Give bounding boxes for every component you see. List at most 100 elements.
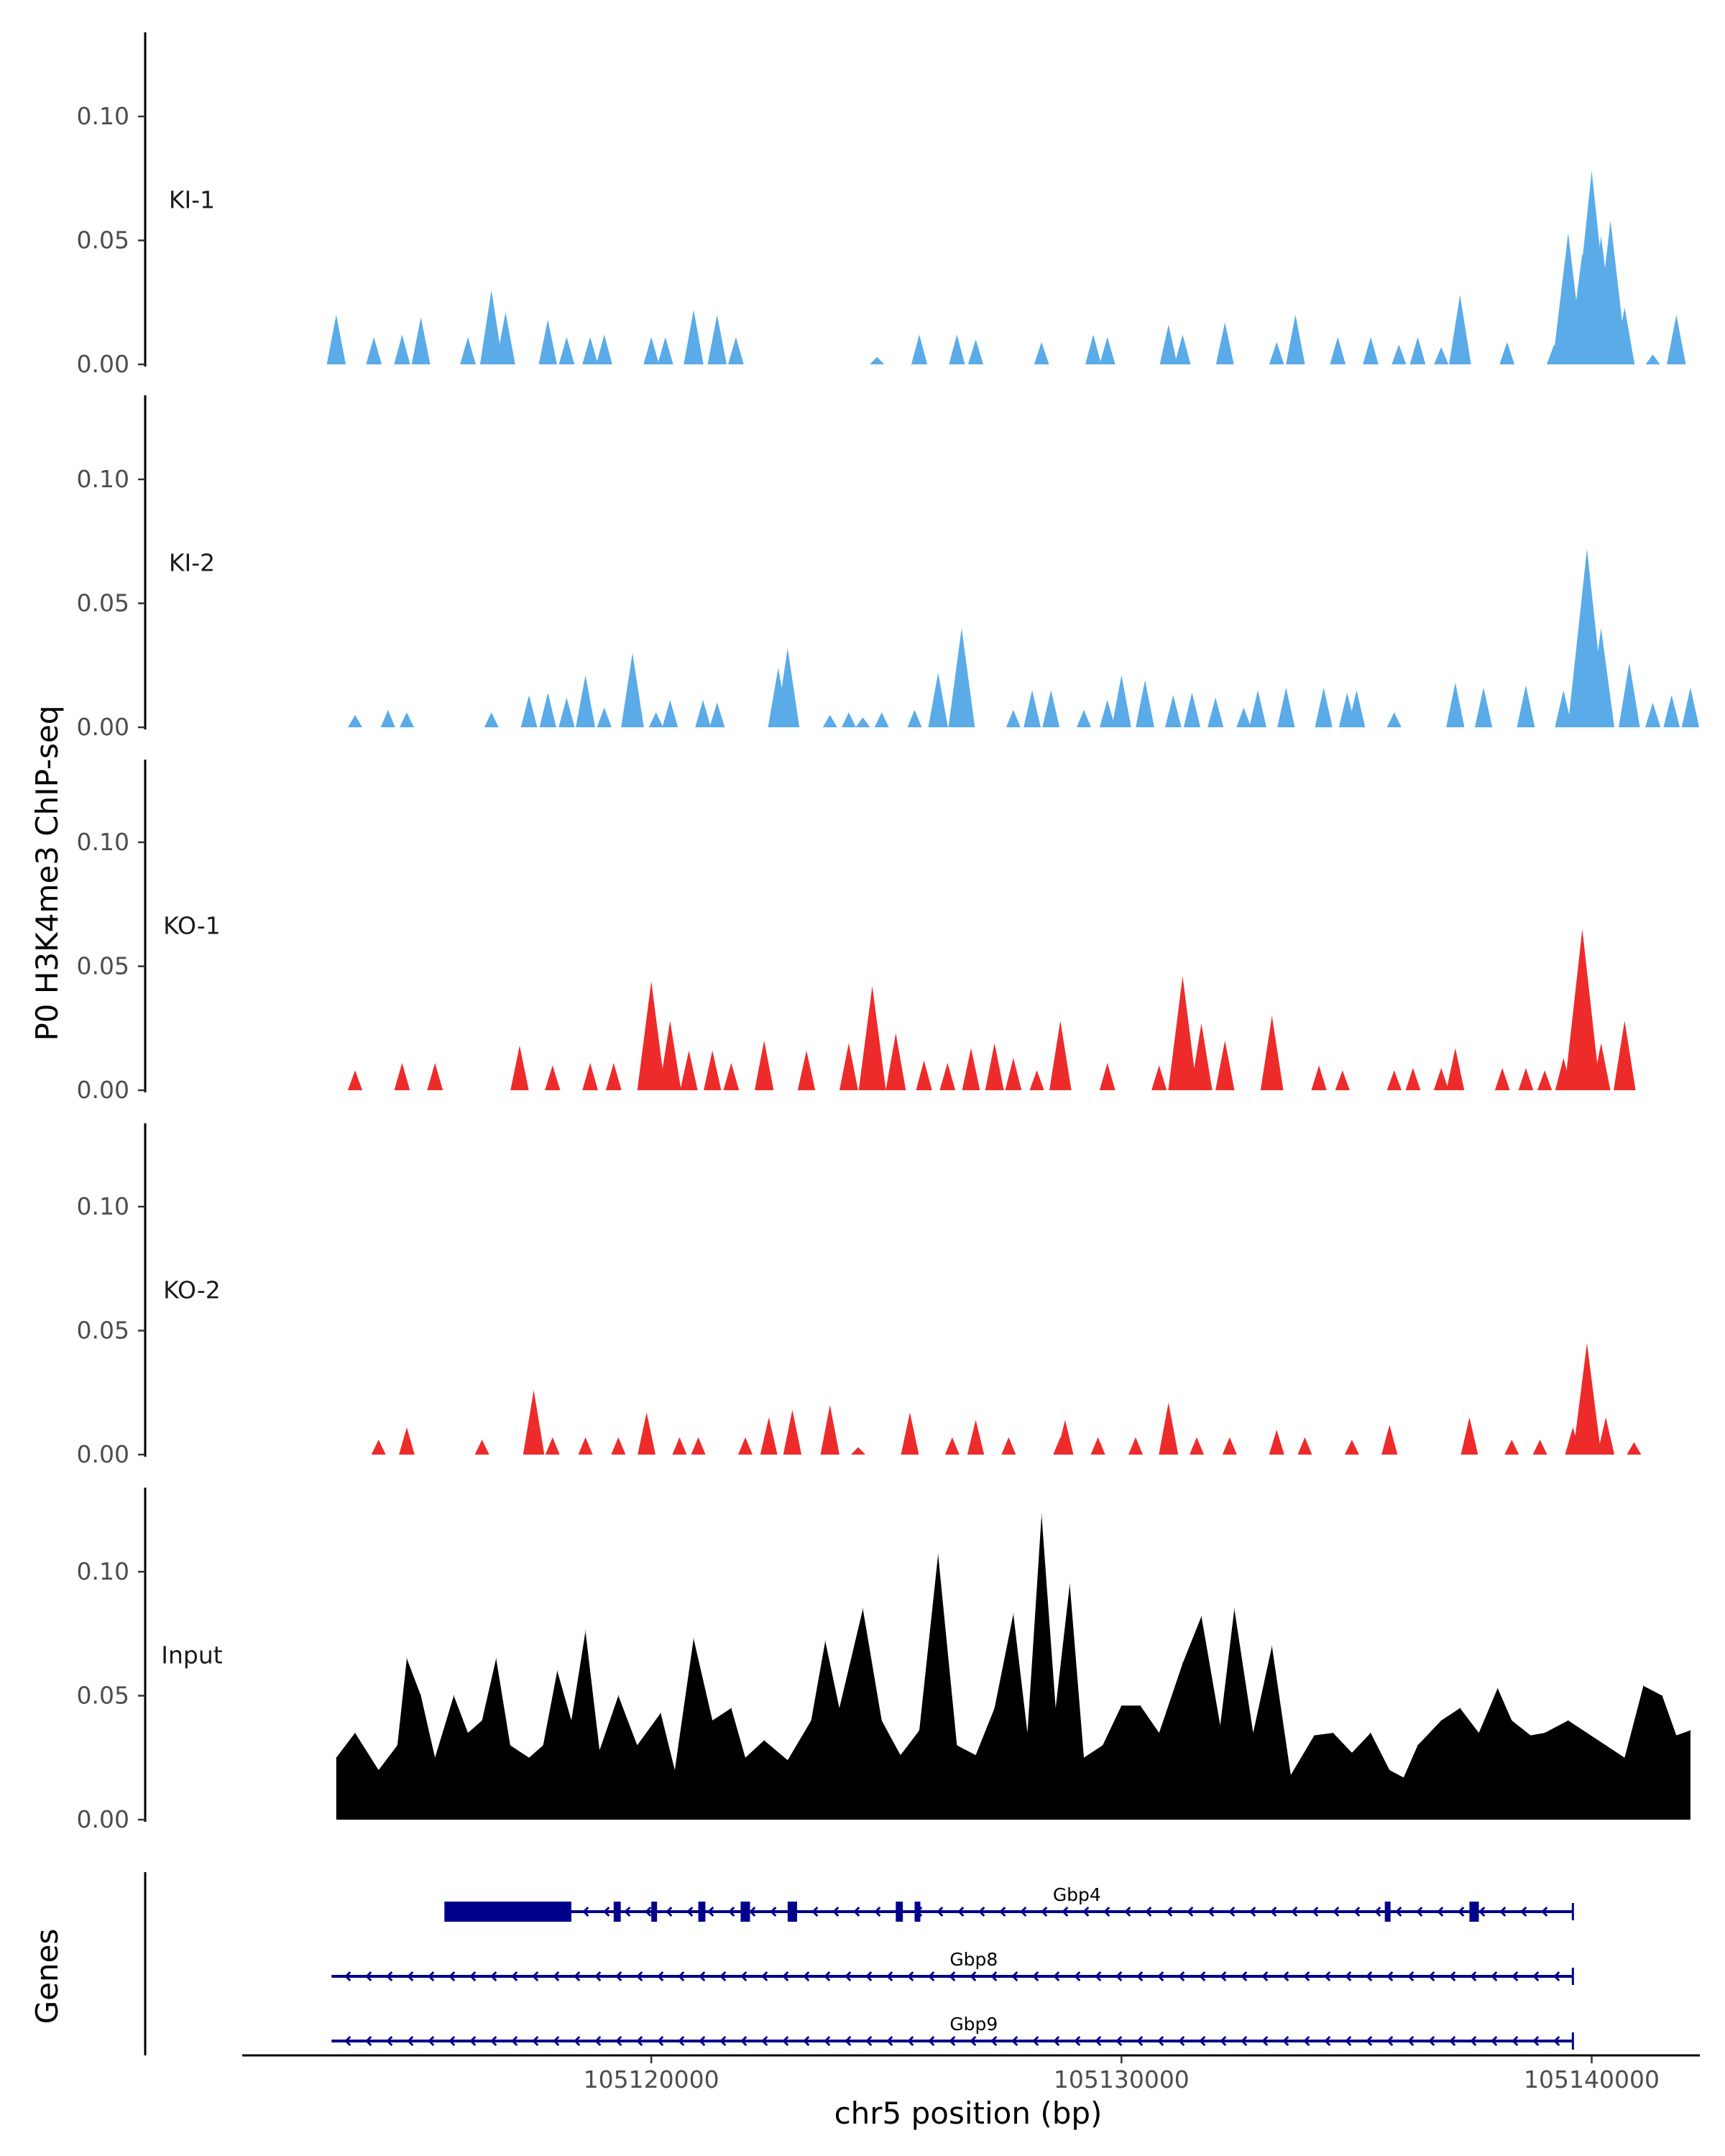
track-label: Input (161, 1641, 223, 1669)
strand-arrow-icon (699, 1971, 706, 1982)
peak (1042, 690, 1060, 727)
peak (460, 337, 476, 364)
peak (1381, 1424, 1398, 1455)
data-point (1314, 1735, 1315, 1736)
data-point (528, 1757, 530, 1759)
peak (1627, 1442, 1642, 1455)
strand-arrow-icon (1074, 2035, 1081, 2047)
strand-arrow-icon (928, 2035, 935, 2047)
data-point (674, 1769, 676, 1771)
peak (1537, 1070, 1552, 1090)
peak (1183, 692, 1201, 727)
peak (1111, 675, 1131, 727)
strand-arrow-icon (386, 2035, 393, 2047)
peak (1409, 337, 1426, 364)
peak (680, 1050, 698, 1090)
strand-arrow-icon (999, 1906, 1006, 1917)
strand-arrow-icon (740, 1971, 748, 1982)
strand-arrow-icon (1449, 1971, 1456, 1982)
peak (939, 1063, 956, 1090)
track-ki-2: 0.00 0.05 0.10 KI-2 (77, 395, 1700, 741)
peak (695, 700, 711, 727)
data-point (599, 1749, 600, 1751)
peak (709, 702, 725, 727)
strand-arrow-icon (1178, 1971, 1185, 1982)
peak (394, 334, 410, 364)
data-point (378, 1769, 380, 1771)
track-ki-1: 0.00 0.05 0.10 KI-1 (77, 32, 1686, 378)
track-label: KI-2 (169, 549, 215, 577)
data-point (1182, 1663, 1183, 1664)
exon (914, 1902, 921, 1922)
peak (737, 1437, 753, 1455)
peak (783, 1409, 802, 1455)
peak (1190, 1023, 1213, 1090)
strand-arrow-icon (1416, 1906, 1423, 1917)
strand-arrow-icon (1366, 1971, 1373, 1982)
strand-arrow-icon (1053, 2035, 1060, 2047)
strand-arrow-icon (1249, 1906, 1256, 1917)
peak (1433, 1067, 1449, 1090)
strand-arrow-icon (1261, 1971, 1269, 1982)
y-tick-label: 0.05 (77, 952, 129, 980)
peak (672, 1437, 687, 1455)
peak (558, 337, 575, 364)
strand-arrow-icon (1541, 1906, 1548, 1917)
strand-arrow-icon (1228, 1906, 1236, 1917)
data-point (975, 1754, 977, 1756)
data-point (556, 1670, 558, 1672)
strand-arrow-icon (874, 1906, 881, 1917)
peak (538, 319, 557, 364)
peak (1663, 695, 1680, 727)
strand-arrow-icon (907, 1971, 914, 1982)
exon (1469, 1902, 1479, 1922)
strand-arrow-icon (1124, 1906, 1131, 1917)
strand-arrow-icon (1220, 2035, 1227, 2047)
peak (1449, 295, 1471, 364)
peak (1260, 1015, 1284, 1090)
gene-gbp9: Gbp9 (331, 2014, 1574, 2050)
strand-arrow-icon (949, 2035, 956, 2047)
peak (1297, 1437, 1312, 1455)
strand-arrow-icon (657, 2035, 664, 2047)
strand-arrow-icon (1095, 1971, 1102, 1982)
peak (1460, 1417, 1478, 1455)
strand-arrow-icon (344, 2035, 351, 2047)
peak (684, 310, 704, 364)
strand-arrow-icon (1520, 1906, 1527, 1917)
strand-arrow-icon (1553, 2035, 1560, 2047)
strand-arrow-icon (970, 1971, 977, 1982)
strand-arrow-icon (448, 2035, 456, 2047)
strand-arrow-icon (811, 1906, 819, 1917)
input-area (336, 1514, 1690, 1820)
peak (1034, 341, 1049, 364)
strand-arrow-icon (532, 1971, 539, 1982)
peak (944, 1437, 960, 1455)
peak (648, 712, 663, 727)
strand-arrow-icon (803, 1971, 810, 1982)
peak (1077, 709, 1092, 727)
strand-arrow-icon (428, 2035, 435, 2047)
data-point (1083, 1757, 1085, 1759)
peak (1277, 687, 1295, 727)
data-point (1140, 1705, 1141, 1706)
track-input: 0.00 0.05 0.10 Input (77, 1488, 1691, 1833)
strand-arrow-icon (636, 2035, 643, 2047)
peak (1499, 341, 1515, 364)
peak (1494, 1067, 1510, 1090)
peak (411, 317, 431, 364)
peak (558, 697, 575, 727)
strand-arrow-icon (1491, 2035, 1498, 2047)
peak (1386, 1070, 1402, 1090)
peak (545, 1065, 561, 1090)
peak (723, 1063, 740, 1090)
data-point (1041, 1514, 1042, 1516)
track-label: KO-2 (163, 1276, 221, 1304)
strand-arrow-icon (657, 1971, 664, 1982)
strand-arrow-icon (645, 1906, 652, 1917)
peak (1208, 697, 1224, 727)
peak (576, 675, 596, 727)
gene-label: Gbp4 (1053, 1884, 1101, 1905)
strand-arrow-icon (1303, 1971, 1310, 1982)
